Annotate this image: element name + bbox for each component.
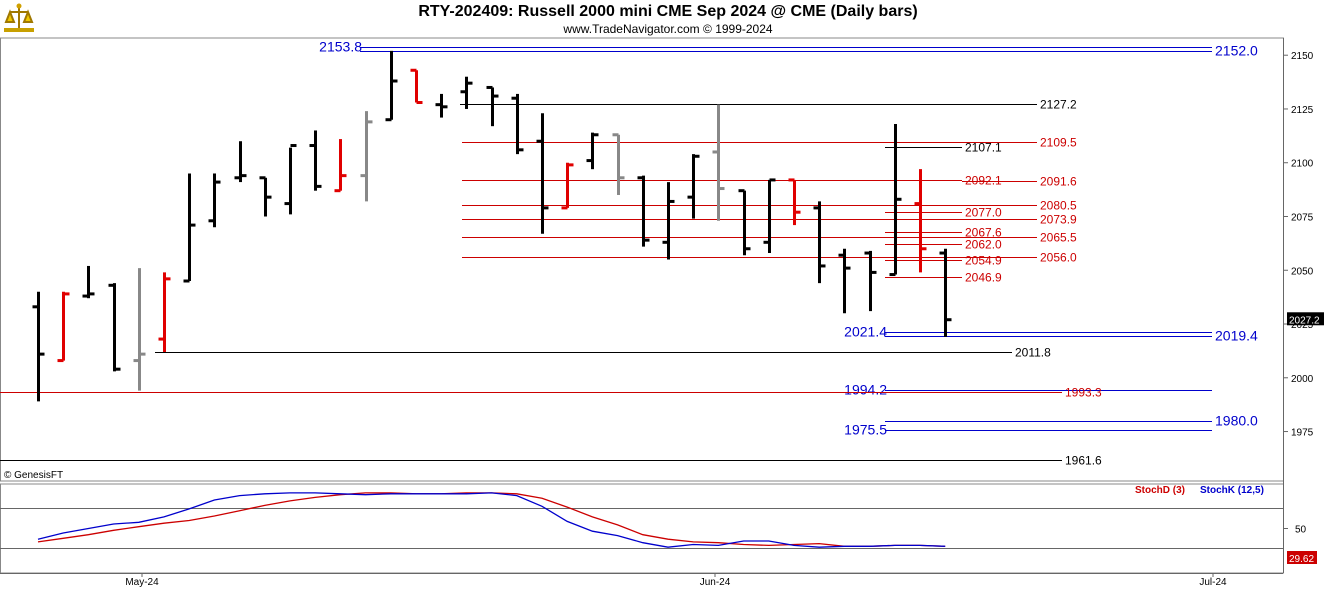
stochastics-last-value-box: [1287, 551, 1317, 564]
price-levels: 2153.8 2152.0 2127.2 2109.5 2107.1 2092.1 2091…: [0, 39, 1258, 468]
price-axis: 1975 2000 2025 2050 2075 2100 2125 2150 2027.2: [1283, 38, 1324, 573]
trade-navigator-logo-icon: [4, 3, 34, 32]
price-tick-label: 2050: [1291, 266, 1314, 277]
price-bars: [32, 50, 952, 402]
date-tick-label: May-24: [125, 577, 159, 588]
price-tick-label: 1975: [1291, 428, 1314, 439]
price-tick-label: 2000: [1291, 374, 1314, 385]
level-label-2091.6: 2091.6: [1040, 175, 1077, 189]
price-tick-label: 2100: [1291, 159, 1314, 170]
stochastics-last-value-label: 29.62: [1289, 554, 1314, 565]
stochastics-panel-border: [0, 483, 1284, 574]
level-label-1994.2: 1994.2: [844, 382, 887, 398]
level-label-2080.5: 2080.5: [1040, 199, 1077, 213]
level-label-2153.8: 2153.8: [319, 39, 362, 55]
level-label-2011.8: 2011.8: [1015, 346, 1051, 360]
level-label-2152.0: 2152.0: [1215, 43, 1258, 59]
copyright-label: © GenesisFT: [4, 470, 63, 481]
price-tick-label: 2075: [1291, 212, 1314, 223]
level-label-1975.5: 1975.5: [844, 422, 887, 438]
level-label-2054.9: 2054.9: [965, 254, 1002, 268]
stochastics-legend-k: StochK (12,5): [1200, 485, 1264, 496]
stochastics-legend-d: StochD (3): [1135, 485, 1185, 496]
level-label-2065.5: 2065.5: [1040, 231, 1077, 245]
stochastics-line-k: [37, 492, 946, 548]
last-price-box: [1287, 312, 1324, 326]
stochastics-panel: StochD (3) StochK (12,5) 50 29.62: [37, 485, 1317, 565]
level-label-2062.0: 2062.0: [965, 238, 1002, 252]
level-label-1961.6: 1961.6: [1065, 454, 1102, 468]
last-price-label: 2027.2: [1289, 315, 1320, 326]
price-tick-label: 2125: [1291, 105, 1314, 116]
level-label-2109.5: 2109.5: [1040, 136, 1077, 150]
level-label-2092.1: 2092.1: [965, 174, 1002, 188]
level-label-2056.0: 2056.0: [1040, 251, 1077, 265]
level-label-2021.4: 2021.4: [844, 324, 887, 340]
date-tick-label: Jul-24: [1199, 577, 1227, 588]
level-label-2107.1: 2107.1: [965, 141, 1002, 155]
level-label-2073.9: 2073.9: [1040, 213, 1077, 227]
level-label-2019.4: 2019.4: [1215, 328, 1258, 344]
price-tick-label: 2150: [1291, 51, 1314, 62]
stochastics-tick-label: 50: [1295, 525, 1307, 536]
level-label-2067.6: 2067.6: [965, 226, 1002, 240]
price-tick-label: 2025: [1291, 320, 1314, 331]
level-label-1993.3: 1993.3: [1065, 386, 1102, 400]
chart-subtitle: www.TradeNavigator.com © 1999-2024: [563, 22, 773, 36]
chart-frame: [0, 37, 1284, 574]
level-label-1980.0: 1980.0: [1215, 413, 1258, 429]
date-tick-label: Jun-24: [700, 577, 731, 588]
chart-header: RTY-202409: Russell 2000 mini CME Sep 20…: [0, 0, 1336, 38]
date-axis: May-24 Jun-24 Jul-24: [0, 573, 1283, 588]
level-label-2077.0: 2077.0: [965, 206, 1002, 220]
level-label-2127.2: 2127.2: [1040, 98, 1077, 112]
stochastics-line-d: [37, 492, 946, 547]
chart-title: RTY-202409: Russell 2000 mini CME Sep 20…: [418, 3, 918, 20]
level-label-2046.9: 2046.9: [965, 271, 1002, 285]
